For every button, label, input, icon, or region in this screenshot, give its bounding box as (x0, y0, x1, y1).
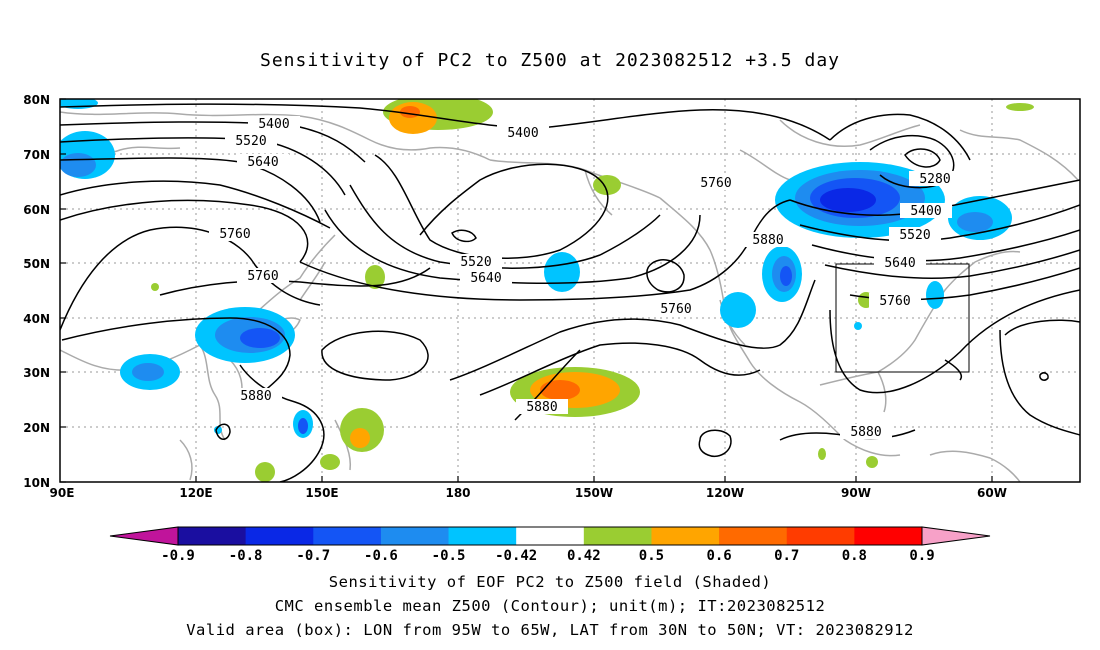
colorbar-label: 0.9 (909, 548, 934, 564)
colorbar-label: 0.6 (706, 548, 731, 564)
contour-label: 5760 (219, 227, 250, 242)
z500-contours (60, 103, 1080, 482)
caption-line-1: Sensitivity of EOF PC2 to Z500 field (Sh… (328, 573, 772, 591)
colorbar-segment (719, 527, 788, 545)
colorbar-label: -0.5 (432, 548, 466, 564)
lon-tick-label: 120E (179, 486, 212, 500)
colorbar-high-extend (922, 527, 990, 545)
lat-tick-label: 50N (23, 257, 50, 271)
contour-label: 5880 (752, 233, 783, 248)
lat-tick-label: 20N (23, 421, 50, 435)
lon-tick-labels: 90E 120E 150E 180 150W 120W 90W 60W (50, 486, 1007, 500)
axis-ticks (60, 98, 993, 483)
colorbar-segment (380, 527, 450, 545)
contour-label: 5760 (247, 269, 278, 284)
contour-label: 5400 (258, 117, 289, 132)
colorbar-label: 0.8 (842, 548, 867, 564)
contour-label: 5400 (507, 126, 538, 141)
contour-label: 5400 (910, 204, 941, 219)
contour-label: 5640 (247, 155, 278, 170)
lon-tick-label: 120W (706, 486, 744, 500)
colorbar-label: -0.8 (229, 548, 263, 564)
colorbar: -0.9 -0.8 -0.7 -0.6 -0.5 -0.42 0.42 0.5 0.6 0.7 0.… (109, 526, 991, 564)
contour-label: 5760 (660, 302, 691, 317)
colorbar-label: -0.6 (364, 548, 398, 564)
colorbar-segment (313, 527, 382, 545)
colorbar-segment (245, 527, 314, 545)
lon-tick-label: 90E (50, 486, 75, 500)
lon-tick-label: 90W (841, 486, 871, 500)
colorbar-segment (854, 527, 923, 545)
colorbar-label: 0.7 (774, 548, 799, 564)
lon-tick-label: 150W (575, 486, 613, 500)
colorbar-segment (178, 527, 247, 545)
map-title: Sensitivity of PC2 to Z500 at 2023082512… (259, 50, 840, 71)
colorbar-segment (786, 527, 855, 545)
contour-label: 5520 (899, 228, 930, 243)
colorbar-label: -0.9 (161, 548, 195, 564)
lat-tick-labels: 80N 70N 60N 50N 40N 30N 20N 10N (23, 93, 50, 490)
lat-tick-label: 80N (23, 93, 50, 107)
colorbar-segment (583, 527, 652, 545)
colorbar-segment (448, 527, 517, 545)
lat-tick-label: 60N (23, 203, 50, 217)
colorbar-segment (516, 527, 585, 545)
contour-label: 5520 (235, 134, 266, 149)
contour-label: 5640 (470, 271, 501, 286)
colorbar-label: 0.5 (639, 548, 664, 564)
sensitivity-shading (60, 99, 1034, 482)
map-frame (59, 98, 1081, 483)
map-frame-bg (60, 99, 1080, 482)
lat-tick-label: 40N (23, 312, 50, 326)
colorbar-low-extend (110, 527, 178, 545)
contour-label: 5880 (526, 400, 557, 415)
colorbar-segment (651, 527, 720, 545)
lat-tick-label: 30N (23, 366, 50, 380)
colorbar-label: 0.42 (567, 548, 601, 564)
colorbar-label: -0.7 (296, 548, 330, 564)
contour-label: 5760 (879, 294, 910, 309)
lon-tick-label: 60W (977, 486, 1007, 500)
contour-label: 5880 (240, 389, 271, 404)
contour-label: 5880 (850, 425, 881, 440)
contour-label: 5640 (884, 256, 915, 271)
colorbar-label: -0.42 (495, 548, 537, 564)
lat-tick-label: 10N (23, 476, 50, 490)
contour-label: 5520 (460, 255, 491, 270)
lon-tick-label: 150E (305, 486, 338, 500)
caption-line-3: Valid area (box): LON from 95W to 65W, L… (186, 621, 914, 639)
lon-tick-label: 180 (445, 486, 470, 500)
contour-labels: 5400 5400 5520 5640 5760 5760 5880 5520 … (209, 116, 961, 440)
lat-tick-label: 70N (23, 148, 50, 162)
caption-line-2: CMC ensemble mean Z500 (Contour); unit(m… (274, 597, 826, 615)
contour-label: 5760 (700, 176, 731, 191)
contour-label: 5280 (919, 172, 950, 187)
